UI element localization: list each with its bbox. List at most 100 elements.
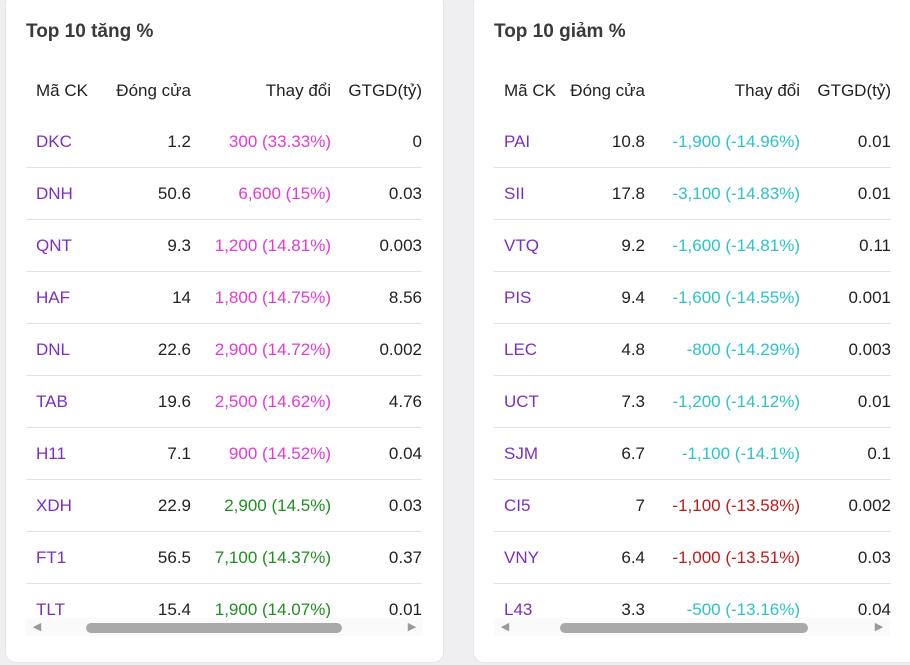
trade-value: 0.03 <box>857 547 891 567</box>
table-row[interactable]: LEC 4.8 -800 (-14.29%) 0.003 <box>494 324 891 376</box>
table-row[interactable]: L43 3.3 -500 (-13.16%) 0.04 <box>494 584 891 635</box>
top-gainers-title: Top 10 tăng % <box>26 21 154 42</box>
price-change: -1,600 (-14.81%) <box>672 235 800 255</box>
table-row[interactable]: UCT 7.3 -1,200 (-14.12%) 0.01 <box>494 376 891 428</box>
top-gainers-scrollbar[interactable]: ◀ ▶ <box>26 618 423 636</box>
trade-value: 0.04 <box>857 599 891 619</box>
table-row[interactable]: SJM 6.7 -1,100 (-14.1%) 0.1 <box>494 428 891 480</box>
table-row[interactable]: DNH 50.6 6,600 (15%) 0.03 <box>26 168 422 220</box>
price-change: 6,600 (15%) <box>238 183 331 203</box>
price-change: 2,900 (14.72%) <box>214 339 331 359</box>
trade-value: 0.002 <box>379 339 422 359</box>
price-change: 1,800 (14.75%) <box>214 287 331 307</box>
table-row[interactable]: VTQ 9.2 -1,600 (-14.81%) 0.11 <box>494 220 891 272</box>
trade-value: 0.003 <box>379 235 422 255</box>
header-close: Đóng cửa <box>116 81 191 100</box>
close-price: 3.3 <box>621 599 645 619</box>
stock-symbol-link[interactable]: XDH <box>36 495 72 515</box>
price-change: 1,900 (14.07%) <box>214 599 331 619</box>
caret-right-icon[interactable]: ▶ <box>874 621 884 633</box>
caret-right-icon[interactable]: ▶ <box>407 621 417 633</box>
price-change: -800 (-14.29%) <box>686 339 800 359</box>
price-change: -1,000 (-13.51%) <box>672 547 800 567</box>
trade-value: 0.04 <box>388 443 422 463</box>
top-gainers-card: Top 10 tăng % Mã CK Đóng cửa Thay đổi GTGD(… <box>6 0 443 662</box>
table-row[interactable]: SII 17.8 -3,100 (-14.83%) 0.01 <box>494 168 891 220</box>
price-change: 2,900 (14.5%) <box>224 495 331 515</box>
caret-left-icon[interactable]: ◀ <box>500 621 510 633</box>
stock-symbol-link[interactable]: HAF <box>36 287 70 307</box>
table-row[interactable]: HAF 14 1,800 (14.75%) 8.56 <box>26 272 422 324</box>
stock-symbol-link[interactable]: LEC <box>504 339 538 359</box>
trade-value: 0.01 <box>857 391 891 411</box>
header-change: Thay đổi <box>265 81 331 100</box>
top-losers-table: Mã CK Đóng cửa Thay đổi GTGD(tỷ) PAI 10.8 -1,9… <box>494 66 891 635</box>
close-price: 6.4 <box>621 547 645 567</box>
stock-symbol-link[interactable]: DNH <box>36 183 73 203</box>
trade-value: 0.003 <box>848 339 891 359</box>
table-row[interactable]: PIS 9.4 -1,600 (-14.55%) 0.001 <box>494 272 891 324</box>
close-price: 50.6 <box>157 183 191 203</box>
header-change: Thay đổi <box>734 81 800 100</box>
close-price: 22.9 <box>157 495 191 515</box>
stock-symbol-link[interactable]: VTQ <box>504 235 539 255</box>
header-symbol: Mã CK <box>504 81 556 100</box>
stock-symbol-link[interactable]: SII <box>504 183 525 203</box>
header-value: GTGD(tỷ) <box>348 81 422 100</box>
stock-symbol-link[interactable]: PAI <box>504 131 531 151</box>
stock-symbol-link[interactable]: L43 <box>504 599 533 619</box>
price-change: -500 (-13.16%) <box>686 599 800 619</box>
stock-symbol-link[interactable]: QNT <box>36 235 72 255</box>
close-price: 6.7 <box>621 443 645 463</box>
table-row[interactable]: XDH 22.9 2,900 (14.5%) 0.03 <box>26 480 422 532</box>
stock-symbol-link[interactable]: CI5 <box>504 495 531 515</box>
header-value: GTGD(tỷ) <box>817 81 891 100</box>
table-row[interactable]: VNY 6.4 -1,000 (-13.51%) 0.03 <box>494 532 891 584</box>
scrollbar-thumb[interactable] <box>560 623 808 633</box>
stock-symbol-link[interactable]: SJM <box>504 443 538 463</box>
trade-value: 0.03 <box>388 495 422 515</box>
trade-value: 4.76 <box>388 391 422 411</box>
trade-value: 0.001 <box>848 287 891 307</box>
table-row[interactable]: DKC 1.2 300 (33.33%) 0 <box>26 116 422 168</box>
top-losers-scrollbar[interactable]: ◀ ▶ <box>494 618 890 636</box>
header-close: Đóng cửa <box>570 81 645 100</box>
price-change: -1,600 (-14.55%) <box>672 287 800 307</box>
stock-symbol-link[interactable]: DNL <box>36 339 71 359</box>
table-row[interactable]: FT1 56.5 7,100 (14.37%) 0.37 <box>26 532 422 584</box>
table-row[interactable]: PAI 10.8 -1,900 (-14.96%) 0.01 <box>494 116 891 168</box>
trade-value: 0.01 <box>388 599 422 619</box>
stock-symbol-link[interactable]: UCT <box>504 391 539 411</box>
close-price: 7.3 <box>621 391 645 411</box>
table-row[interactable]: CI5 7 -1,100 (-13.58%) 0.002 <box>494 480 891 532</box>
stock-symbol-link[interactable]: H11 <box>36 443 66 463</box>
table-row[interactable]: QNT 9.3 1,200 (14.81%) 0.003 <box>26 220 422 272</box>
table-row[interactable]: H11 7.1 900 (14.52%) 0.04 <box>26 428 422 480</box>
price-change: -1,100 (-14.1%) <box>681 443 800 463</box>
stock-symbol-link[interactable]: FT1 <box>36 547 67 567</box>
close-price: 10.8 <box>611 131 645 151</box>
header-symbol: Mã CK <box>36 81 88 100</box>
stock-symbol-link[interactable]: VNY <box>504 547 539 567</box>
stock-symbol-link[interactable]: PIS <box>504 287 532 307</box>
stock-symbol-link[interactable]: TAB <box>36 391 68 411</box>
table-header-row: Mã CK Đóng cửa Thay đổi GTGD(tỷ) <box>494 66 891 116</box>
price-change: 900 (14.52%) <box>228 443 331 463</box>
table-row[interactable]: DNL 22.6 2,900 (14.72%) 0.002 <box>26 324 422 376</box>
table-header-row: Mã CK Đóng cửa Thay đổi GTGD(tỷ) <box>26 66 422 116</box>
caret-left-icon[interactable]: ◀ <box>32 621 42 633</box>
stock-symbol-link[interactable]: DKC <box>36 131 72 151</box>
trade-value: 0 <box>412 131 422 151</box>
price-change: -1,200 (-14.12%) <box>672 391 800 411</box>
price-change: 2,500 (14.62%) <box>214 391 331 411</box>
table-row[interactable]: TLT 15.4 1,900 (14.07%) 0.01 <box>26 584 422 635</box>
close-price: 15.4 <box>157 599 191 619</box>
close-price: 22.6 <box>157 339 191 359</box>
trade-value: 0.01 <box>857 131 891 151</box>
stock-symbol-link[interactable]: TLT <box>36 599 65 619</box>
close-price: 9.3 <box>167 235 191 255</box>
scrollbar-thumb[interactable] <box>86 623 342 633</box>
table-row[interactable]: TAB 19.6 2,500 (14.62%) 4.76 <box>26 376 422 428</box>
trade-value: 0.03 <box>388 183 422 203</box>
price-change: 7,100 (14.37%) <box>214 547 331 567</box>
